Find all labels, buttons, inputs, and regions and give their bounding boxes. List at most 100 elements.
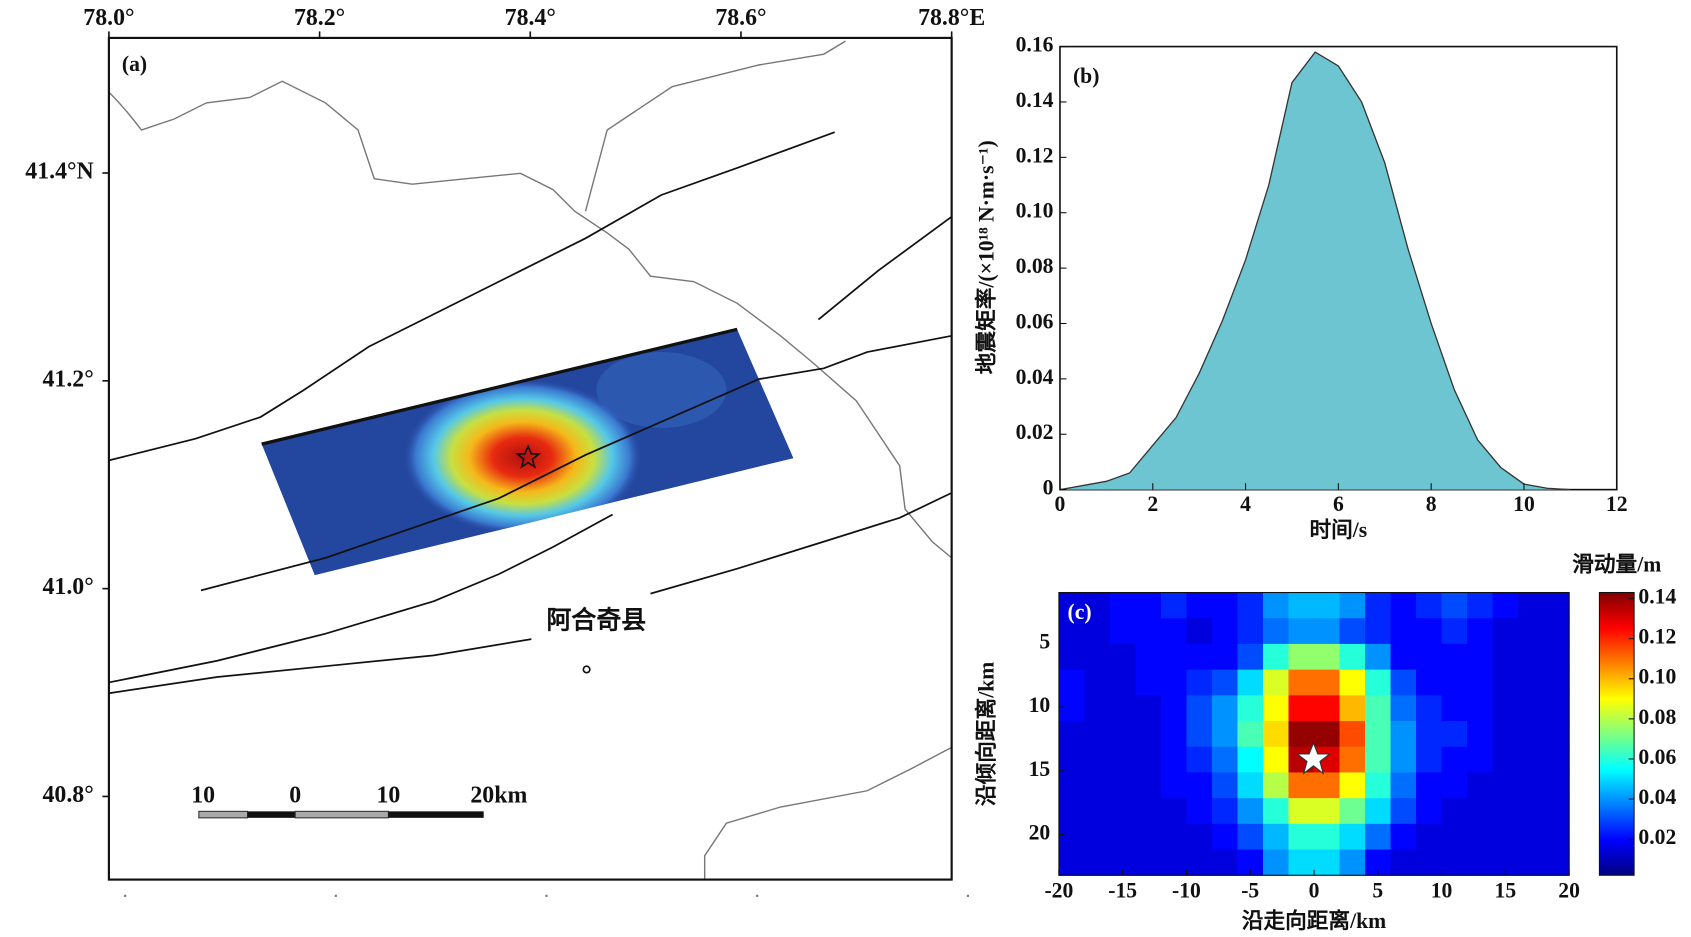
x-tick-label: 78.4° — [505, 5, 556, 31]
colorbar-label: 滑动量/m — [1572, 553, 1661, 577]
heatmap-cell — [1339, 695, 1366, 722]
y-tick-label: 0.06 — [1016, 309, 1054, 333]
heatmap-cell — [1492, 746, 1519, 773]
heatmap-cell — [1262, 798, 1290, 825]
heatmap-cell — [1084, 643, 1111, 671]
heatmap-cell — [1186, 618, 1213, 645]
heatmap-cell — [1492, 695, 1519, 722]
x-tick-label: 20 — [1558, 879, 1580, 903]
heatmap-cell — [1365, 798, 1392, 825]
heatmap-cell — [1339, 849, 1366, 876]
heatmap-cell — [1492, 823, 1519, 851]
heatmap-cell — [1518, 695, 1545, 722]
heatmap-cell — [1390, 746, 1417, 773]
heatmap-cell — [1441, 643, 1468, 671]
heatmap-cell — [1339, 669, 1366, 696]
heatmap-cell — [1492, 721, 1519, 748]
heatmap-cell — [1467, 721, 1494, 748]
heatmap-cell — [1160, 669, 1187, 696]
heatmap-cell — [1467, 618, 1494, 645]
heatmap-cell — [1467, 643, 1494, 671]
heatmap-cell — [1416, 695, 1443, 722]
heatmap-cell — [1518, 669, 1545, 696]
heatmap-cell — [1135, 772, 1162, 799]
heatmap-cell — [1365, 746, 1392, 773]
heatmap-cell — [1314, 849, 1341, 876]
heatmap-cell — [1390, 772, 1417, 799]
heatmap-cell — [1237, 823, 1264, 851]
heatmap-cell — [1339, 746, 1366, 773]
x-tick-label: 78.6° — [715, 5, 766, 31]
heatmap-cell — [1109, 772, 1136, 799]
y-tick-label: 0.12 — [1016, 143, 1054, 167]
heatmap-cell — [1084, 849, 1111, 876]
heatmap-cell — [1365, 823, 1392, 851]
y-tick-label: 41.2° — [42, 366, 93, 392]
heatmap-cell — [1390, 669, 1417, 696]
heatmap-cell — [1390, 798, 1417, 825]
heatmap-cell — [1543, 721, 1570, 748]
area-fill — [1059, 52, 1571, 490]
heatmap-cell — [1058, 643, 1085, 671]
heatmap-cell — [1160, 592, 1187, 619]
heatmap-cell — [1441, 721, 1468, 748]
heatmap-cell — [1518, 849, 1545, 876]
heatmap-cell — [1390, 721, 1417, 748]
heatmap-cell — [1365, 772, 1392, 799]
heatmap-cell — [1058, 746, 1085, 773]
heatmap-cell — [1416, 772, 1443, 799]
heatmap-cell — [1211, 695, 1239, 722]
heatmap-cell — [1365, 618, 1392, 645]
heatmap-cell — [1518, 643, 1545, 671]
heatmap-cell — [1390, 823, 1417, 851]
heatmap-cell — [1109, 669, 1136, 696]
heatmap-cell — [1237, 721, 1264, 748]
heatmap-cell — [1058, 798, 1085, 825]
heatmap-cell — [1365, 695, 1392, 722]
heatmap-cell — [1186, 823, 1213, 851]
y-tick-label: 0.10 — [1016, 199, 1054, 223]
heatmap-cell — [1058, 849, 1085, 876]
heatmap-cell — [1262, 772, 1290, 799]
heatmap-cell — [1058, 823, 1085, 851]
y-axis-label: 沿倾向距离/km — [973, 662, 998, 806]
heatmap-cell — [1365, 592, 1392, 619]
heatmap-cell — [1467, 592, 1494, 619]
heatmap-cell — [1262, 669, 1290, 696]
heatmap-cell — [1543, 849, 1570, 876]
heatmap-cell — [1339, 772, 1366, 799]
heatmap-cell — [1135, 618, 1162, 645]
heatmap-cell — [1135, 798, 1162, 825]
heatmap-cell — [1262, 823, 1290, 851]
heatmap-cell — [1441, 823, 1468, 851]
y-tick-label: 41.0° — [42, 574, 93, 600]
heatmap-cell — [1211, 849, 1239, 876]
colorbar-tick-label: 0.04 — [1638, 785, 1676, 809]
heatmap-cell — [1314, 772, 1341, 799]
y-tick-label: 41.4°N — [25, 158, 93, 184]
heatmap-cell — [1365, 721, 1392, 748]
heatmap-cell — [1084, 592, 1111, 619]
heatmap-cell — [1160, 695, 1187, 722]
panel-label: (c) — [1068, 600, 1092, 624]
heatmap-cell — [1262, 746, 1290, 773]
x-tick-label: 6 — [1333, 492, 1344, 516]
heatmap-cell — [1416, 746, 1443, 773]
y-tick-label: 20 — [1029, 820, 1051, 844]
heatmap-cell — [1084, 746, 1111, 773]
heatmap-cell — [1135, 592, 1162, 619]
heatmap-cell — [1390, 849, 1417, 876]
heatmap-cell — [1084, 721, 1111, 748]
heatmap-cell — [1492, 798, 1519, 825]
heatmap-cell — [1186, 849, 1213, 876]
heatmap-cell — [1288, 592, 1315, 619]
heatmap-cell — [1339, 618, 1366, 645]
heatmap-cell — [1262, 721, 1290, 748]
x-tick-label: 5 — [1372, 879, 1383, 903]
x-tick-label: -15 — [1108, 879, 1137, 903]
heatmap-cell — [1237, 669, 1264, 696]
heatmap-cell — [1543, 669, 1570, 696]
y-tick-label: 0.04 — [1016, 365, 1054, 389]
heatmap-cell — [1211, 823, 1239, 851]
